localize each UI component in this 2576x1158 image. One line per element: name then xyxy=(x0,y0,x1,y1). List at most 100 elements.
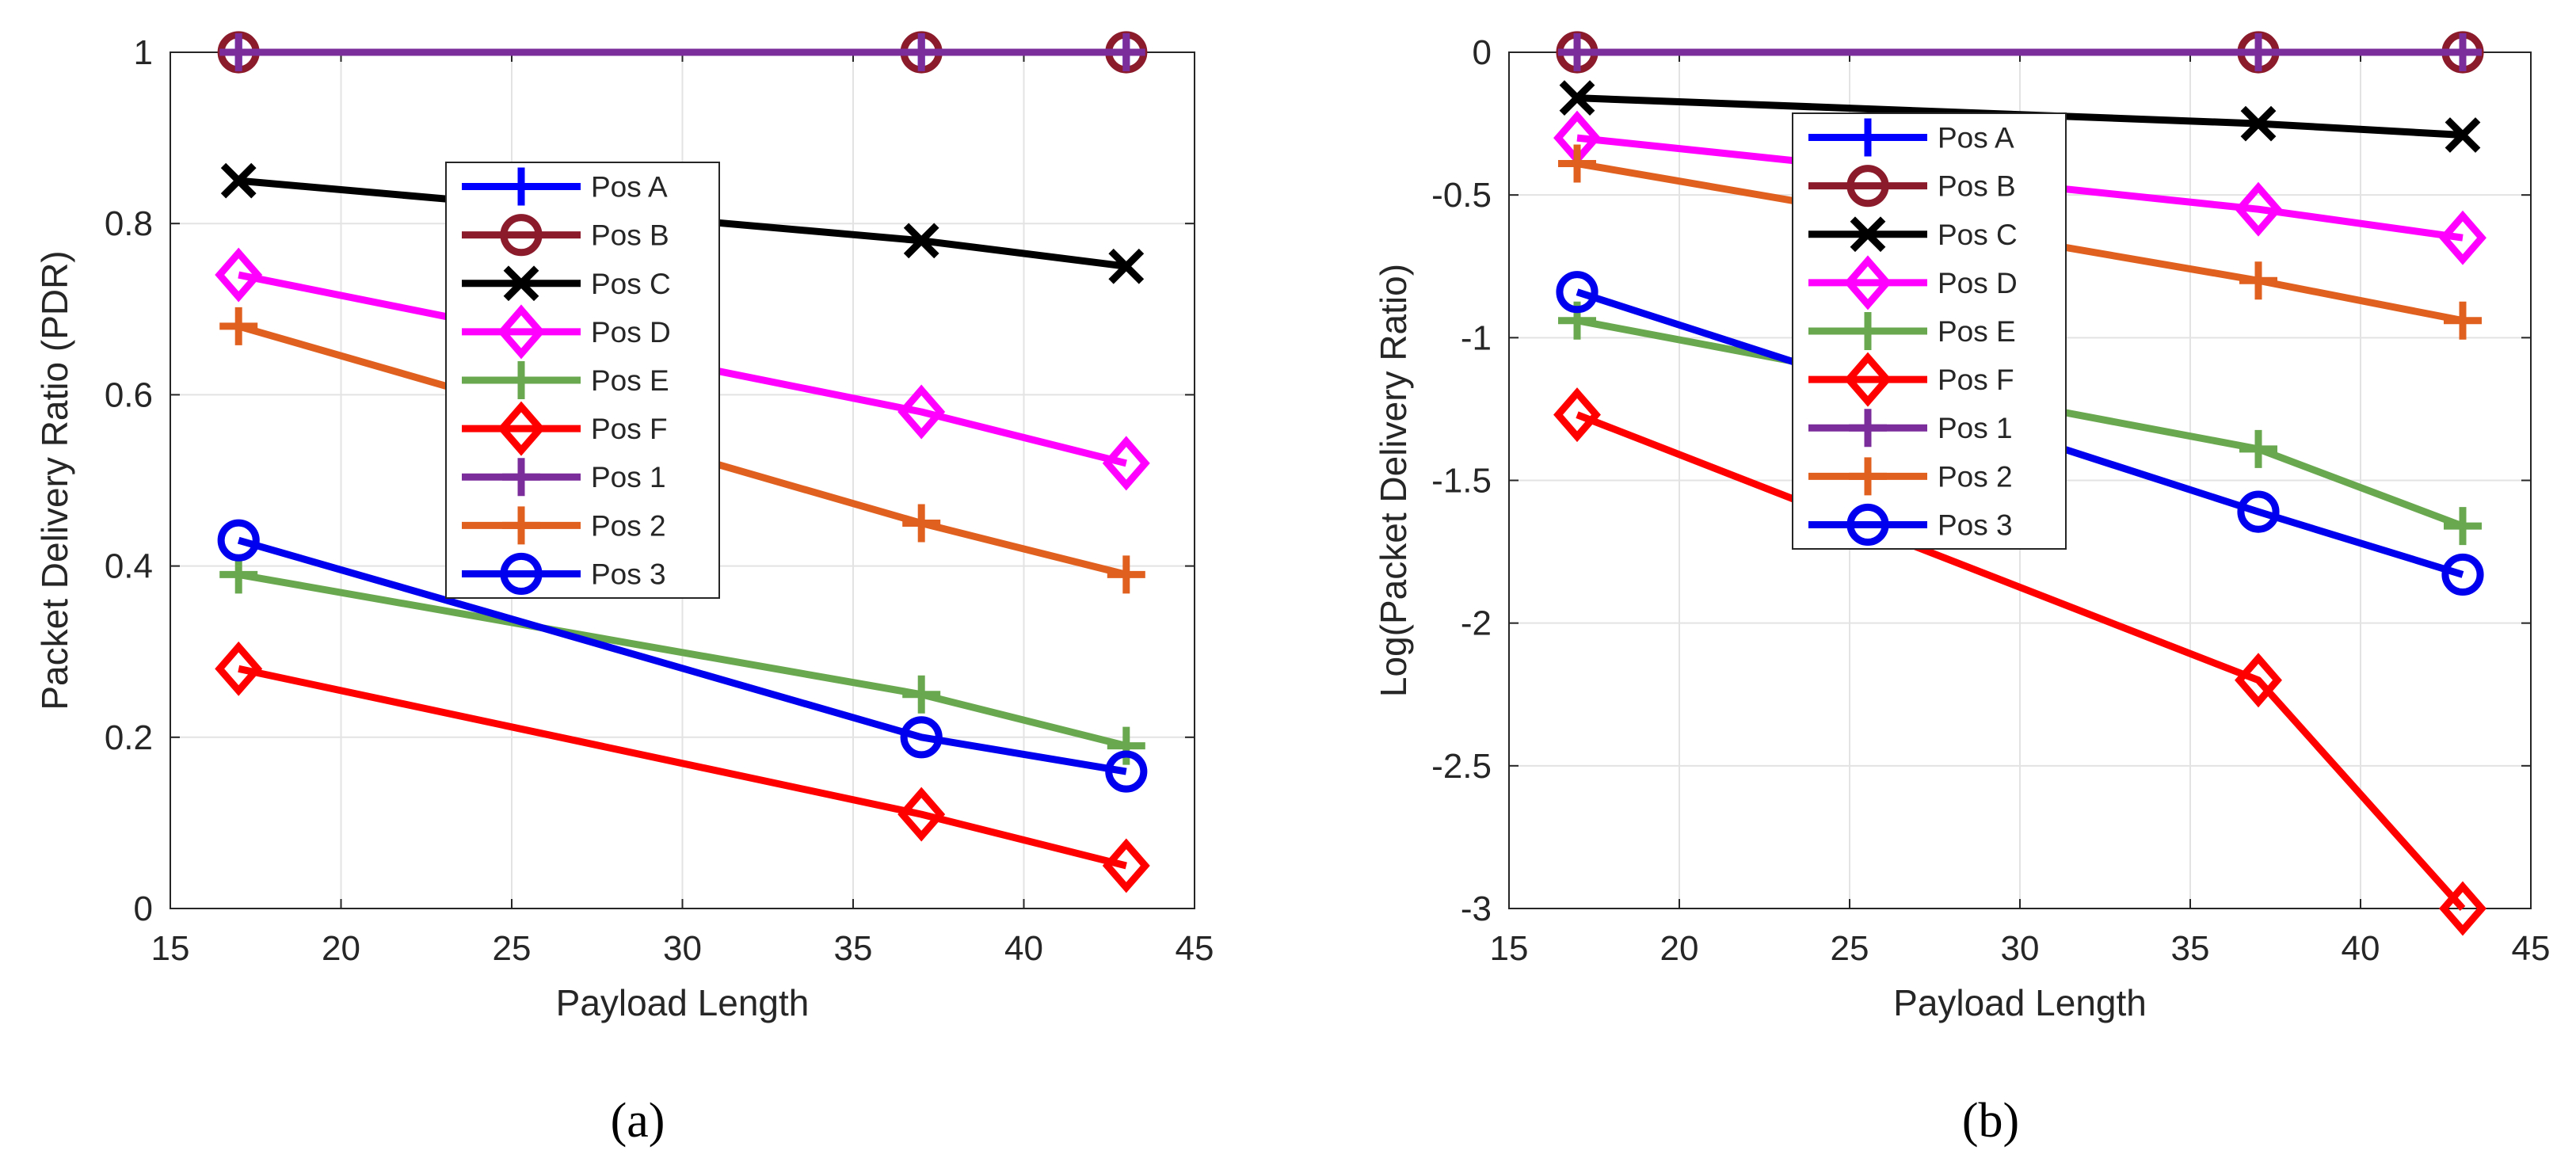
y-tick-label: 0 xyxy=(134,889,153,928)
x-tick-label: 40 xyxy=(1004,929,1043,968)
data-point-marker xyxy=(215,641,263,696)
x-tick-label: 45 xyxy=(2512,929,2551,968)
legend-b: Pos A Pos B Pos C Pos D Pos E Pos F Pos 1 Pos 2… xyxy=(1792,112,2067,550)
x-tick-label: 25 xyxy=(493,929,532,968)
legend-marker xyxy=(1849,409,1887,448)
data-point-marker xyxy=(2441,553,2484,596)
y-tick-label: -2 xyxy=(1461,604,1492,643)
data-point-marker xyxy=(220,162,257,199)
data-point-marker xyxy=(900,716,943,759)
y-tick-label: 0.4 xyxy=(105,547,153,586)
y-tick-label: -1.5 xyxy=(1431,462,1492,501)
legend-marker xyxy=(1849,312,1887,350)
legend-entry: Pos F xyxy=(462,401,668,456)
series-pos-e xyxy=(219,555,1145,765)
legend-entry: Pos B xyxy=(462,214,669,257)
legend-marker xyxy=(1846,503,1889,547)
data-point-marker xyxy=(1102,838,1150,893)
data-point-marker xyxy=(903,223,939,259)
data-point-marker xyxy=(1102,436,1150,491)
legend-marker xyxy=(1850,216,1886,253)
legend-marker xyxy=(1844,255,1892,310)
legend-entry: Pos D xyxy=(462,304,671,360)
series-line xyxy=(237,536,1127,775)
legend-marker xyxy=(497,401,545,456)
y-tick-label: 0.2 xyxy=(105,718,153,757)
data-point-marker xyxy=(897,384,946,440)
data-point-marker xyxy=(2439,210,2486,265)
data-point-marker xyxy=(219,307,258,345)
legend-marker xyxy=(502,167,540,206)
data-point-marker xyxy=(217,519,260,562)
legend-label: Pos D xyxy=(1938,267,2018,299)
legend-label: Pos F xyxy=(1938,364,2014,396)
y-tick-label: 0.6 xyxy=(105,375,153,414)
legend-label: Pos E xyxy=(1938,315,2016,348)
legend-marker xyxy=(502,458,540,497)
data-point-marker xyxy=(2444,33,2482,71)
data-point-marker xyxy=(1556,271,1599,314)
data-point-marker xyxy=(2239,429,2277,468)
legend-label: Pos B xyxy=(591,219,669,252)
x-tick-label: 20 xyxy=(322,929,360,968)
legend-entry: Pos A xyxy=(462,167,668,206)
data-point-marker xyxy=(1107,726,1145,765)
x-tick-label: 35 xyxy=(834,929,873,968)
x-tick-label: 30 xyxy=(2001,929,2040,968)
data-point-marker xyxy=(902,675,941,714)
panel-caption-b: (b) xyxy=(1962,1094,2019,1148)
panel-caption-a: (a) xyxy=(611,1094,665,1148)
x-tick-label: 15 xyxy=(1490,929,1529,968)
legend-label: Pos 2 xyxy=(591,509,666,542)
legend-label: Pos A xyxy=(1938,122,2014,154)
legend-marker xyxy=(1844,352,1892,407)
legend-entry: Pos E xyxy=(462,361,669,399)
series-pos-c xyxy=(1559,80,2481,153)
legend-entry: Pos C xyxy=(1808,216,2018,253)
data-point-marker xyxy=(219,33,258,71)
data-point-marker xyxy=(2235,181,2282,237)
legend-label: Pos 3 xyxy=(1938,509,2013,541)
legend-entry: Pos 2 xyxy=(462,506,666,545)
x-tick-label: 40 xyxy=(2342,929,2380,968)
chart-panel-b: 15 20 25 30 35 40 45 -3 -2.5 -2 -1.5 -1 -0.5 0 Paylo… xyxy=(1373,31,2551,1148)
legend-marker xyxy=(502,506,540,545)
legend-marker xyxy=(1849,457,1887,496)
legend-entry: Pos D xyxy=(1808,255,2018,310)
data-point-marker xyxy=(1108,248,1145,284)
data-point-marker xyxy=(2239,33,2277,71)
y-tick-label: -0.5 xyxy=(1431,176,1492,215)
x-ticks-b: 15 20 25 30 35 40 45 xyxy=(1490,52,2551,968)
legend-marker xyxy=(500,214,543,257)
legend-label: Pos C xyxy=(591,268,671,300)
legend-entry: Pos E xyxy=(1808,312,2016,350)
y-tick-label: -3 xyxy=(1461,889,1492,928)
data-point-marker xyxy=(897,787,946,842)
x-axis-label-a: Payload Length xyxy=(556,982,810,1023)
y-axis-label-b: Log(Packet Delivery Ratio) xyxy=(1373,264,1414,697)
data-point-marker xyxy=(215,247,263,303)
legend-marker xyxy=(497,304,545,360)
series-line xyxy=(238,665,1127,870)
legend-label: Pos C xyxy=(1938,219,2018,251)
chart-panel-a: 15 20 25 30 35 40 45 0 0.2 0.4 0.6 0.8 1 Payload Le… xyxy=(34,31,1214,1148)
legend-label: Pos D xyxy=(591,316,671,349)
y-ticks-a: 0 0.2 0.4 0.6 0.8 1 xyxy=(105,33,1195,928)
legend-marker xyxy=(1846,165,1889,208)
legend-entry: Pos B xyxy=(1808,165,2016,208)
data-point-marker xyxy=(1105,750,1148,793)
data-point-marker xyxy=(902,504,941,543)
data-point-marker xyxy=(1107,555,1145,594)
x-tick-label: 25 xyxy=(1831,929,1869,968)
legend-label: Pos E xyxy=(591,364,669,397)
series-pos-1 xyxy=(219,33,1145,71)
legend-marker xyxy=(500,552,543,596)
x-tick-label: 15 xyxy=(151,929,190,968)
legend-label: Pos B xyxy=(1938,170,2016,203)
x-tick-label: 30 xyxy=(663,929,702,968)
legend-entry: Pos A xyxy=(1808,118,2014,157)
legend-label: Pos 1 xyxy=(1938,412,2013,444)
series-pos-f xyxy=(215,641,1150,893)
legend-entry: Pos 1 xyxy=(462,458,666,497)
